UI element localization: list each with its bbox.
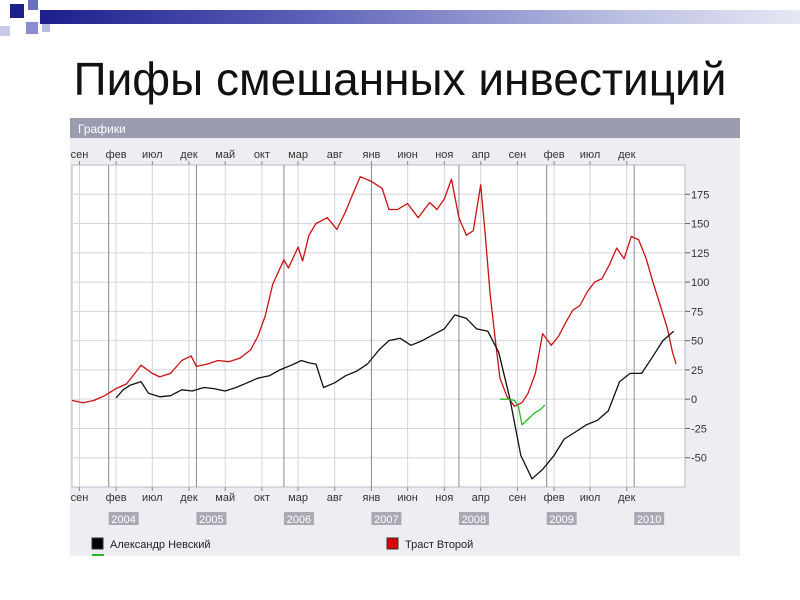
month-label-bottom: июн [397,492,417,504]
month-label-top: июл [580,149,601,161]
month-label-bottom: мар [288,492,308,504]
month-labels-bottom: сен фев июл дек май окт мар авг янв июн ноя апр сен ф… [71,487,636,504]
y-axis-ticks: 175 150 125 100 75 50 25 0 -25 -50 [685,189,709,465]
plot-area [71,164,686,488]
slide-title: Пифы смешанных инвестиций [73,53,727,105]
year-label: 2005 [199,514,223,526]
month-label-top: фев [106,149,127,161]
series-group [71,176,677,480]
year-labels: 2004 2005 2006 2007 2008 2009 2010 [108,512,665,526]
month-label-bottom: фев [106,492,127,504]
month-label-top: дек [618,149,636,161]
year-label: 2010 [637,514,661,526]
y-tick-label: 175 [691,189,709,201]
y-tick-label: 75 [691,306,703,318]
month-label-top: июл [142,149,163,161]
month-label-bottom: фев [544,492,565,504]
year-label: 2008 [462,514,486,526]
month-label-top: сен [71,149,89,161]
month-label-top: фев [544,149,565,161]
deco-square-1 [10,4,24,18]
y-tick-label: 150 [691,219,709,231]
series-line-0 [71,176,677,407]
y-tick-label: 100 [691,277,709,289]
month-label-bottom: дек [180,492,198,504]
slide-decoration [0,0,50,36]
year-box-2008 [458,512,489,525]
y-tick-label: -50 [691,453,707,465]
month-label-top: мар [288,149,308,161]
month-label-top: авг [327,149,343,161]
month-label-bottom: ноя [435,492,453,504]
slide-top-bar [40,10,800,24]
month-label-top: ноя [435,149,453,161]
month-labels-top: сен фев июл дек май окт мар авг янв июн ноя апр сен ф… [71,149,636,165]
y-tick-label: 25 [691,365,703,377]
year-label: 2006 [287,514,311,526]
month-label-bottom: май [215,492,235,504]
month-label-bottom: апр [472,492,490,504]
month-label-bottom: июл [142,492,163,504]
series-line-unnamed [499,398,546,426]
month-label-bottom: дек [618,492,636,504]
month-label-bottom: окт [254,492,270,504]
deco-square-4 [42,24,50,32]
y-tick-label: 50 [691,336,703,348]
legend-label: Александр Невский [110,539,210,551]
deco-square-2 [28,0,38,10]
month-label-top: окт [254,149,270,161]
chart-header [70,118,740,138]
month-label-top: дек [180,149,198,161]
month-label-bottom: июл [580,492,601,504]
year-label: 2007 [374,514,398,526]
month-label-top: апр [472,149,490,161]
month-label-bottom: сен [71,492,89,504]
month-label-top: май [215,149,235,161]
month-label-bottom: янв [362,492,380,504]
year-box-2007 [371,512,402,525]
chart-title: Графики [78,122,126,136]
deco-square-5 [0,26,10,36]
year-box-2009 [546,512,577,525]
legend: Александр Невский Траст Второй [91,537,473,556]
year-box-2004 [108,512,139,525]
year-label: 2004 [111,514,135,526]
month-label-bottom: авг [327,492,343,504]
year-box-2005 [196,512,227,525]
month-label-top: янв [362,149,380,161]
grid-minor [72,165,685,487]
legend-swatch [91,537,104,550]
legend-swatch [386,537,399,550]
y-tick-label: 0 [691,394,697,406]
y-tick-label: 125 [691,248,709,260]
month-label-top: июн [397,149,417,161]
deco-square-3 [26,22,38,34]
y-tick-label: -25 [691,423,707,435]
year-box-2010 [634,512,665,525]
year-box-2006 [283,512,314,525]
series-line-1 [115,314,675,480]
legend-label: Траст Второй [405,539,473,551]
month-label-top: сен [509,149,527,161]
year-label: 2009 [549,514,573,526]
month-label-bottom: сен [509,492,527,504]
